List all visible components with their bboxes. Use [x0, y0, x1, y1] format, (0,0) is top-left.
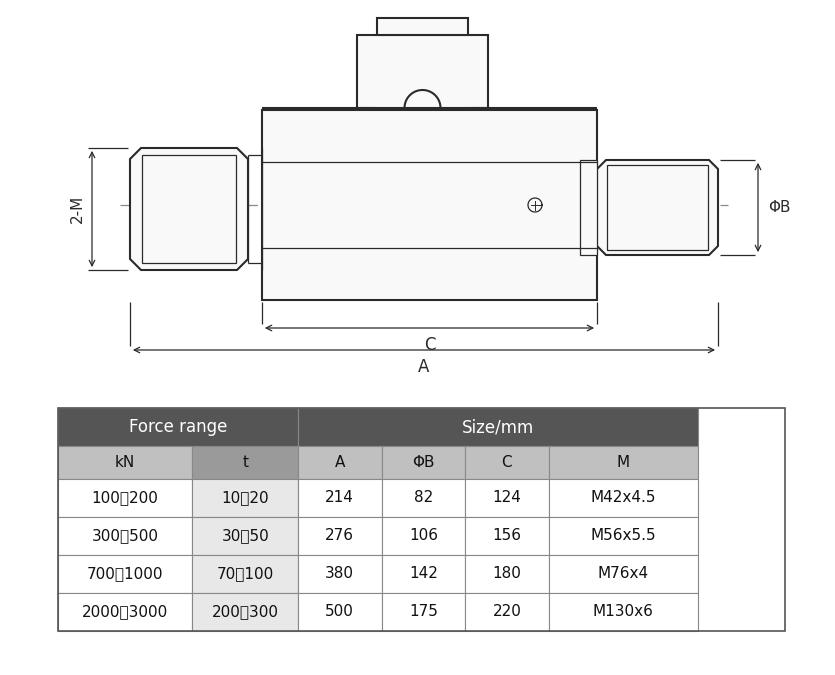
- Text: 214: 214: [326, 491, 354, 506]
- Text: Force range: Force range: [129, 418, 227, 436]
- Text: ΦB: ΦB: [768, 200, 791, 215]
- Text: 124: 124: [493, 491, 521, 506]
- Bar: [465, 593, 549, 631]
- Bar: [549, 593, 698, 631]
- Text: 180: 180: [493, 566, 521, 581]
- Bar: [549, 517, 698, 555]
- Text: C: C: [423, 336, 435, 354]
- Bar: [382, 593, 465, 631]
- Bar: [298, 593, 382, 631]
- Text: ΦB: ΦB: [412, 455, 434, 470]
- Text: M130x6: M130x6: [593, 605, 654, 620]
- Text: M56x5.5: M56x5.5: [590, 529, 656, 543]
- Text: 156: 156: [493, 529, 521, 543]
- Bar: [465, 479, 549, 517]
- Text: 10～20: 10～20: [221, 491, 269, 506]
- Bar: [58, 479, 193, 517]
- Text: 2-M: 2-M: [69, 195, 84, 223]
- Bar: [607, 165, 708, 250]
- Text: 175: 175: [409, 605, 438, 620]
- Text: 70～100: 70～100: [216, 566, 274, 581]
- Polygon shape: [597, 160, 718, 255]
- Bar: [58, 593, 193, 631]
- Bar: [193, 593, 298, 631]
- Text: 82: 82: [413, 491, 433, 506]
- Bar: [465, 446, 549, 479]
- Text: 276: 276: [325, 529, 354, 543]
- Bar: [142, 155, 236, 263]
- Bar: [193, 517, 298, 555]
- Bar: [193, 555, 298, 593]
- Bar: [298, 408, 698, 446]
- Text: A: A: [335, 455, 345, 470]
- Text: 106: 106: [409, 529, 438, 543]
- Bar: [58, 446, 193, 479]
- Bar: [382, 446, 465, 479]
- Text: kN: kN: [115, 455, 135, 470]
- Bar: [549, 555, 698, 593]
- Bar: [377, 18, 468, 35]
- Bar: [357, 35, 488, 108]
- Bar: [382, 517, 465, 555]
- Text: 142: 142: [409, 566, 438, 581]
- Text: A: A: [418, 358, 430, 376]
- Text: 500: 500: [326, 605, 354, 620]
- Bar: [193, 479, 298, 517]
- Text: 2000～3000: 2000～3000: [82, 605, 169, 620]
- Text: 200～300: 200～300: [212, 605, 279, 620]
- Text: 700～1000: 700～1000: [87, 566, 164, 581]
- Bar: [549, 479, 698, 517]
- Text: 300～500: 300～500: [92, 529, 159, 543]
- Bar: [298, 555, 382, 593]
- Bar: [549, 446, 698, 479]
- Text: 30～50: 30～50: [221, 529, 269, 543]
- Text: 380: 380: [325, 566, 354, 581]
- Bar: [58, 408, 298, 446]
- Bar: [58, 555, 193, 593]
- Text: 220: 220: [493, 605, 521, 620]
- Text: C: C: [502, 455, 512, 470]
- Text: M42x4.5: M42x4.5: [590, 491, 656, 506]
- Bar: [465, 517, 549, 555]
- Text: Size/mm: Size/mm: [462, 418, 534, 436]
- Bar: [193, 446, 298, 479]
- Bar: [58, 408, 785, 631]
- Polygon shape: [130, 148, 248, 270]
- Text: 100～200: 100～200: [92, 491, 159, 506]
- Text: M: M: [617, 455, 630, 470]
- Bar: [58, 517, 193, 555]
- Bar: [298, 517, 382, 555]
- Bar: [382, 479, 465, 517]
- Bar: [465, 555, 549, 593]
- Bar: [580, 160, 597, 255]
- Bar: [298, 479, 382, 517]
- Bar: [298, 446, 382, 479]
- Bar: [262, 110, 597, 300]
- Text: M76x4: M76x4: [598, 566, 649, 581]
- Bar: [382, 555, 465, 593]
- Text: t: t: [242, 455, 248, 470]
